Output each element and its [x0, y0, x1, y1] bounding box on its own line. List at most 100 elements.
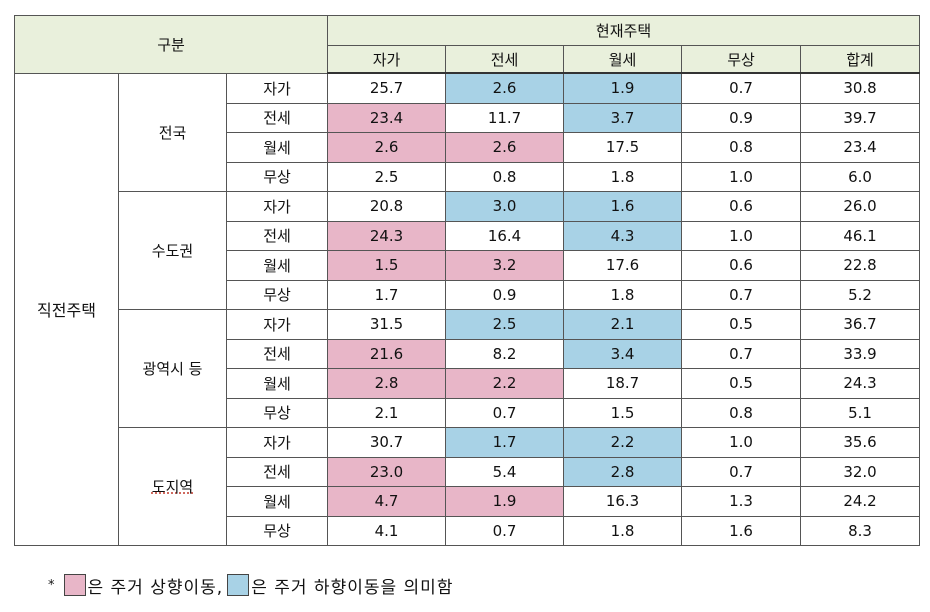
table-row: 전세 21.6 8.2 3.4 0.7 33.9 [15, 338, 921, 369]
value-cell: 2.2 [445, 368, 565, 399]
value-cell: 22.8 [800, 250, 921, 281]
current-housing-header: 현재주택 [327, 15, 921, 46]
previous-type-label: 무상 [225, 161, 329, 192]
value-cell: 0.7 [445, 515, 565, 546]
region-label: 전국 [118, 72, 227, 192]
previous-type-label: 월세 [225, 132, 329, 163]
value-cell: 5.2 [800, 279, 921, 310]
value-cell: 3.2 [445, 250, 565, 281]
value-cell: 0.7 [681, 279, 802, 310]
value-cell: 0.6 [681, 191, 802, 222]
table-row: 월세 2.8 2.2 18.7 0.5 24.3 [15, 368, 921, 399]
table-body: 직전주택 전국 자가 25.7 2.6 1.9 0.7 30.8 전세 23.4 11.7 3.7 0.… [14, 72, 921, 546]
value-cell: 5.4 [445, 456, 565, 487]
column-header: 전세 [445, 45, 565, 74]
value-cell: 3.7 [563, 102, 683, 133]
value-cell: 1.9 [445, 486, 565, 517]
value-cell: 0.7 [681, 338, 802, 369]
value-cell: 25.7 [327, 72, 447, 104]
upward-swatch [63, 574, 86, 596]
column-header: 합계 [800, 45, 921, 74]
value-cell: 2.2 [563, 427, 683, 458]
value-cell: 1.6 [681, 515, 802, 546]
column-header: 월세 [563, 45, 683, 74]
value-cell: 1.0 [681, 427, 802, 458]
value-cell: 11.7 [445, 102, 565, 133]
value-cell: 16.4 [445, 220, 565, 251]
previous-type-label: 월세 [225, 486, 329, 517]
downward-legend-text: 은 주거 하향이동을 의미함 [251, 577, 454, 598]
value-cell: 0.5 [681, 368, 802, 399]
value-cell: 0.8 [681, 397, 802, 428]
value-cell: 31.5 [327, 309, 447, 340]
column-header: 자가 [327, 45, 447, 74]
value-cell: 0.6 [681, 250, 802, 281]
table-row: 무상 4.1 0.7 1.8 1.6 8.3 [15, 515, 921, 546]
value-cell: 4.3 [563, 220, 683, 251]
table-row: 전세 24.3 16.4 4.3 1.0 46.1 [15, 220, 921, 251]
value-cell: 1.8 [563, 279, 683, 310]
value-cell: 3.4 [563, 338, 683, 369]
value-cell: 23.4 [800, 132, 921, 163]
value-cell: 1.0 [681, 220, 802, 251]
value-cell: 0.8 [681, 132, 802, 163]
region-label-text: 도지역 [151, 478, 194, 496]
housing-transition-table: 구분 현재주택 자가 전세 월세 무상 합계 직전주택 전국 자가 25.7 2.6 1.… [13, 15, 921, 546]
value-cell: 24.3 [327, 220, 447, 251]
value-cell: 1.8 [563, 515, 683, 546]
value-cell: 36.7 [800, 309, 921, 340]
value-cell: 1.5 [327, 250, 447, 281]
value-cell: 1.5 [563, 397, 683, 428]
previous-type-label: 무상 [225, 515, 329, 546]
previous-type-label: 무상 [225, 279, 329, 310]
previous-type-label: 자가 [225, 191, 329, 222]
value-cell: 1.3 [681, 486, 802, 517]
table-row: 직전주택 전국 자가 25.7 2.6 1.9 0.7 30.8 [14, 72, 921, 546]
value-cell: 8.2 [445, 338, 565, 369]
column-header: 무상 [681, 45, 802, 74]
table-row: 전세 23.0 5.4 2.8 0.7 32.0 [15, 456, 921, 487]
value-cell: 0.7 [681, 72, 802, 104]
previous-type-label: 월세 [225, 250, 329, 281]
value-cell: 17.6 [563, 250, 683, 281]
previous-type-label: 자가 [225, 427, 329, 458]
table-row: 무상 2.1 0.7 1.5 0.8 5.1 [15, 397, 921, 428]
value-cell: 0.7 [445, 397, 565, 428]
value-cell: 0.9 [445, 279, 565, 310]
table-row: 도지역 자가 30.7 1.7 2.2 1.0 35.6 [15, 427, 921, 546]
value-cell: 0.9 [681, 102, 802, 133]
value-cell: 2.6 [327, 132, 447, 163]
previous-type-label: 전세 [225, 338, 329, 369]
value-cell: 32.0 [800, 456, 921, 487]
previous-housing-label: 직전주택 [14, 72, 119, 546]
previous-type-label: 자가 [225, 72, 329, 104]
value-cell: 4.7 [327, 486, 447, 517]
value-cell: 6.0 [800, 161, 921, 192]
value-cell: 21.6 [327, 338, 447, 369]
value-cell: 1.9 [563, 72, 683, 104]
upward-legend-text: 은 주거 상향이동, [87, 577, 224, 598]
value-cell: 8.3 [800, 515, 921, 546]
previous-type-label: 무상 [225, 397, 329, 428]
value-cell: 30.8 [800, 72, 921, 104]
value-cell: 24.2 [800, 486, 921, 517]
corner-label: 구분 [13, 15, 329, 74]
value-cell: 2.8 [563, 456, 683, 487]
value-cell: 1.0 [681, 161, 802, 192]
value-cell: 1.6 [563, 191, 683, 222]
previous-type-label: 전세 [225, 456, 329, 487]
table-row: 광역시 등 자가 31.5 2.5 2.1 0.5 36.7 [15, 309, 921, 428]
region-label-text: 전국 [158, 123, 187, 142]
value-cell: 2.6 [445, 72, 565, 104]
value-cell: 1.8 [563, 161, 683, 192]
value-cell: 2.5 [327, 161, 447, 192]
value-cell: 2.6 [445, 132, 565, 163]
value-cell: 2.8 [327, 368, 447, 399]
value-cell: 3.0 [445, 191, 565, 222]
region-label: 광역시 등 [118, 309, 227, 428]
value-cell: 30.7 [327, 427, 447, 458]
value-cell: 0.7 [681, 456, 802, 487]
value-cell: 39.7 [800, 102, 921, 133]
region-label: 도지역 [118, 427, 227, 546]
legend: * 은 주거 상향이동, 은 주거 하향이동을 의미함 [48, 570, 453, 600]
